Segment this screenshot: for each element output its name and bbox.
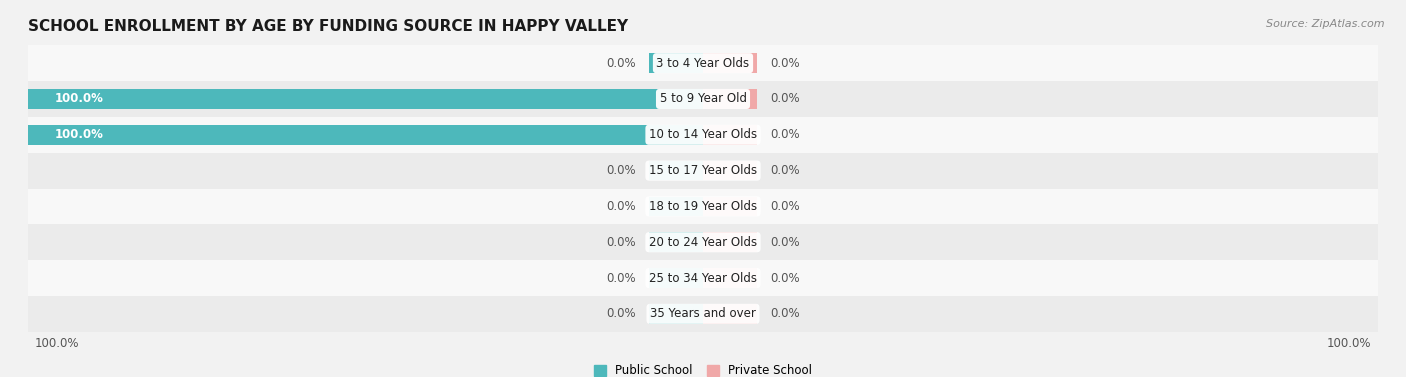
Text: 20 to 24 Year Olds: 20 to 24 Year Olds [650, 236, 756, 249]
Text: 100.0%: 100.0% [55, 128, 104, 141]
Text: 0.0%: 0.0% [770, 271, 800, 285]
Text: 0.0%: 0.0% [770, 236, 800, 249]
Bar [650, 161, 703, 181]
Bar [703, 232, 756, 252]
Text: 100.0%: 100.0% [35, 337, 79, 350]
Bar [28, 117, 1378, 153]
Text: 0.0%: 0.0% [770, 92, 800, 106]
Legend: Public School, Private School: Public School, Private School [593, 365, 813, 377]
Text: 0.0%: 0.0% [606, 271, 636, 285]
Text: SCHOOL ENROLLMENT BY AGE BY FUNDING SOURCE IN HAPPY VALLEY: SCHOOL ENROLLMENT BY AGE BY FUNDING SOUR… [28, 19, 628, 34]
Text: 15 to 17 Year Olds: 15 to 17 Year Olds [650, 164, 756, 177]
Text: 0.0%: 0.0% [770, 307, 800, 320]
Bar [703, 196, 756, 216]
Bar [703, 89, 756, 109]
Bar [28, 296, 1378, 332]
Text: 25 to 34 Year Olds: 25 to 34 Year Olds [650, 271, 756, 285]
Bar [703, 304, 756, 324]
Text: 0.0%: 0.0% [770, 200, 800, 213]
Bar [650, 196, 703, 216]
Text: 0.0%: 0.0% [770, 128, 800, 141]
Text: 0.0%: 0.0% [606, 307, 636, 320]
Bar [703, 125, 756, 145]
Bar [28, 188, 1378, 224]
Text: 0.0%: 0.0% [770, 164, 800, 177]
Bar [650, 232, 703, 252]
Text: 10 to 14 Year Olds: 10 to 14 Year Olds [650, 128, 756, 141]
Bar [28, 81, 1378, 117]
Bar [28, 89, 703, 109]
Bar [28, 153, 1378, 188]
Text: 35 Years and over: 35 Years and over [650, 307, 756, 320]
Bar [28, 125, 703, 145]
Text: 0.0%: 0.0% [606, 236, 636, 249]
Bar [703, 161, 756, 181]
Text: 100.0%: 100.0% [55, 92, 104, 106]
Text: Source: ZipAtlas.com: Source: ZipAtlas.com [1267, 19, 1385, 29]
Bar [28, 260, 1378, 296]
Bar [703, 268, 756, 288]
Bar [650, 53, 703, 73]
Text: 0.0%: 0.0% [606, 200, 636, 213]
Text: 0.0%: 0.0% [606, 57, 636, 70]
Text: 0.0%: 0.0% [770, 57, 800, 70]
Bar [28, 45, 1378, 81]
Text: 18 to 19 Year Olds: 18 to 19 Year Olds [650, 200, 756, 213]
Bar [703, 53, 756, 73]
Bar [650, 304, 703, 324]
Bar [650, 268, 703, 288]
Text: 0.0%: 0.0% [606, 164, 636, 177]
Text: 100.0%: 100.0% [1327, 337, 1371, 350]
Text: 5 to 9 Year Old: 5 to 9 Year Old [659, 92, 747, 106]
Text: 3 to 4 Year Olds: 3 to 4 Year Olds [657, 57, 749, 70]
Bar [28, 224, 1378, 260]
